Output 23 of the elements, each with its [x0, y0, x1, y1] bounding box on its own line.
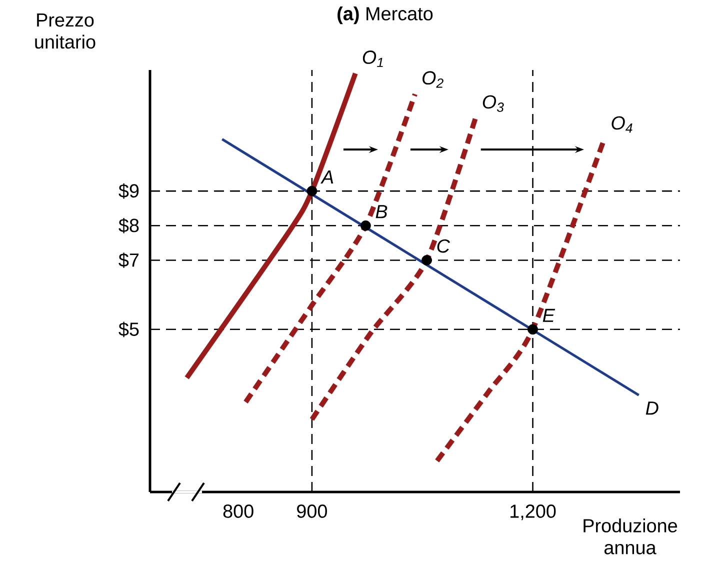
annotation: E [542, 308, 556, 322]
x-axis-title: Produzione annua [584, 518, 678, 554]
point [422, 255, 432, 266]
annotation: B [376, 205, 388, 218]
series-label: O$_{3}$ [482, 95, 504, 112]
point [360, 220, 371, 231]
series-label: O$_{4}$ [612, 116, 632, 133]
annotation: C [437, 239, 450, 253]
y-tick-label: $8 [118, 218, 139, 234]
y-tick-label: $7 [118, 252, 139, 268]
annotation: A [320, 170, 334, 184]
series-label: D [646, 402, 658, 415]
y-tick-label: $9 [118, 183, 139, 199]
series-label: O$_{2}$ [422, 71, 444, 88]
chart-title: (a) Mercato [338, 6, 433, 24]
y-tick-label: $5 [118, 322, 139, 338]
x-tick-label: 1,200 [510, 504, 556, 520]
point [306, 186, 318, 196]
point [528, 324, 538, 335]
x-tick-label: 800 [223, 504, 254, 518]
x-tick-label: 900 [297, 504, 327, 518]
series-label: O$_{1}$ [362, 50, 383, 67]
y-axis-title: Prezzo unitario [35, 14, 96, 49]
